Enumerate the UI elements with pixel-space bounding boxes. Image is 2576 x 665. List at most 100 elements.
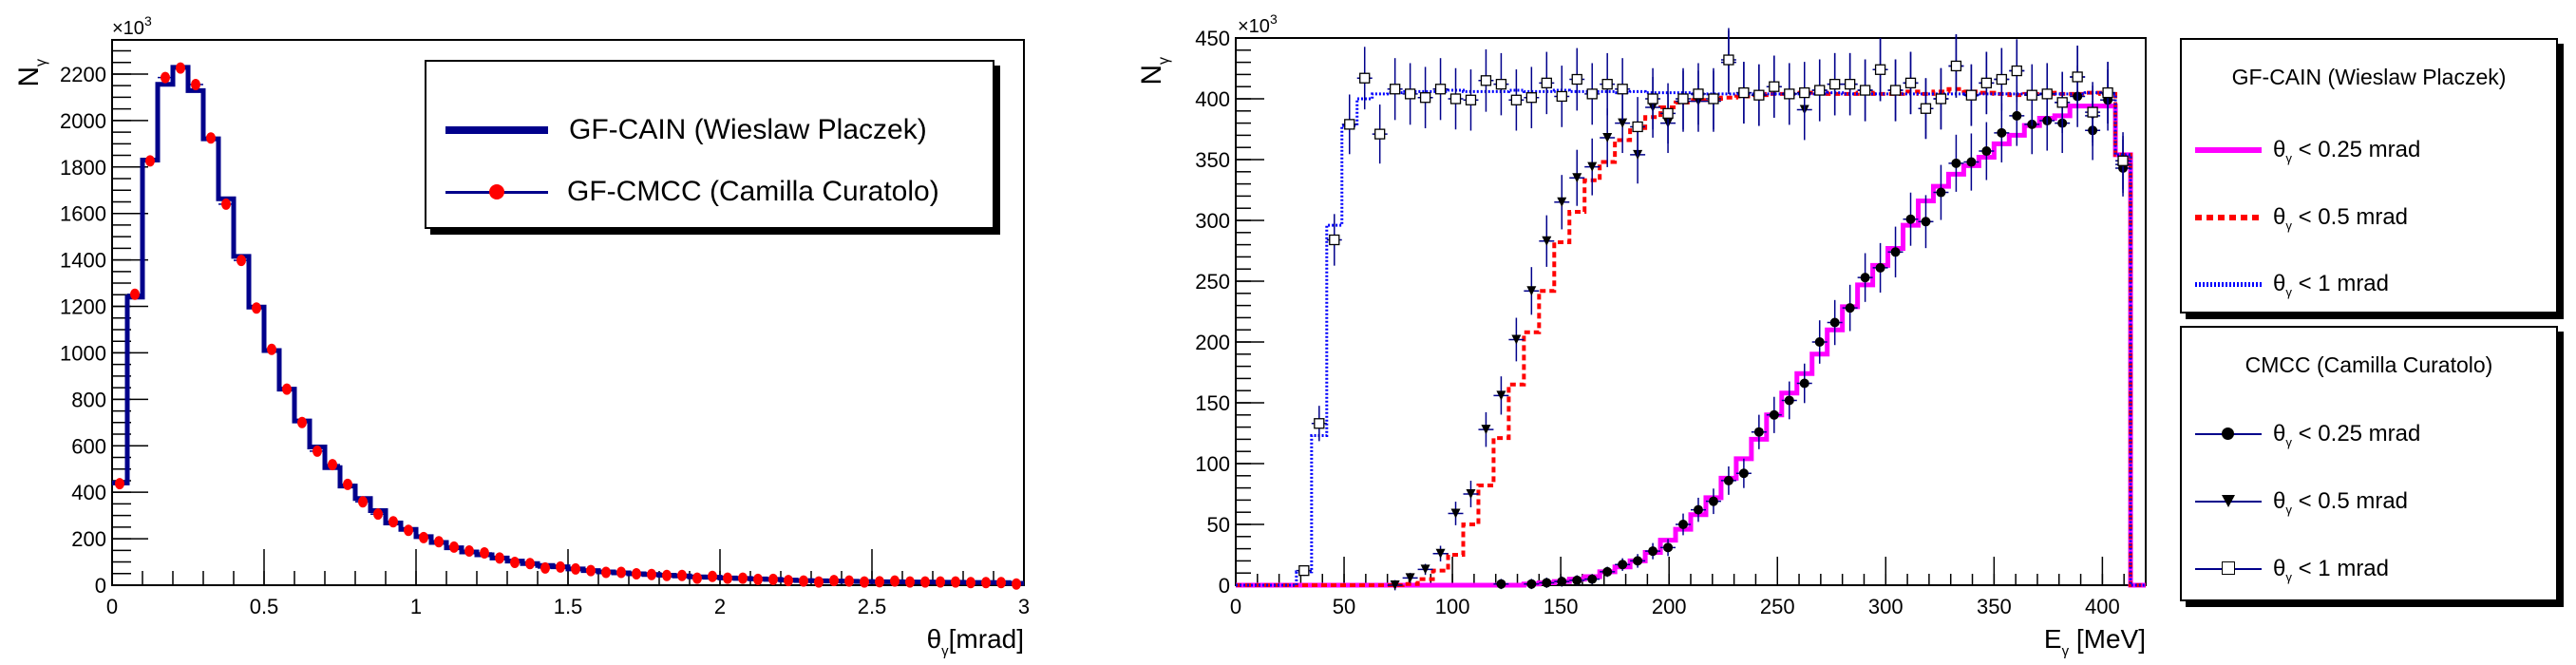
data-point [446,541,462,553]
red-circle-marker [419,531,428,543]
legend-label: θγ < 0.5 mrad [2273,488,2409,517]
red-circle-marker [951,576,960,588]
red-circle-marker [282,383,292,395]
black-circle-marker [1753,427,1764,437]
data-point [1979,122,1995,180]
data-point [1524,579,1540,590]
data-point [203,132,218,144]
red-circle-marker [510,557,520,569]
open-square-marker [1586,88,1598,100]
red-circle-marker [860,576,869,588]
data-point [1539,51,1555,115]
x-axis-label-main: θ [927,624,942,654]
open-square-marker [1495,78,1507,90]
y-tick-label: 200 [1195,331,1230,354]
data-point [1994,48,2010,111]
data-point [1554,66,1570,127]
open-square-marker [1889,85,1902,96]
x-axis-label-sub: γ [941,643,949,659]
x-tick-label: 0.5 [250,595,279,618]
y-multiplier: ×103 [112,13,152,39]
black-circle-marker [1678,520,1689,529]
open-square-marker [2011,65,2022,77]
black-circle-marker [1921,217,1931,227]
black-circle-marker [1890,247,1901,257]
black-triangle-marker [1496,390,1506,401]
legend-label: θγ < 1 mrad [2273,271,2389,299]
red-circle-marker [556,560,565,573]
data-point [2024,64,2040,126]
data-point [872,576,887,588]
red-circle-marker [753,573,763,585]
y-tick-label: 400 [71,481,106,504]
data-point [1600,52,1616,116]
line-with-square-icon [2195,561,2262,575]
open-square-marker [1359,72,1371,84]
legend-entry-cmcc-1: θγ < 1 mrad [2182,550,2556,588]
red-circle-marker [738,572,748,584]
black-triangle-marker [1542,236,1552,246]
open-square-marker [1541,77,1552,89]
y-tick-label: 1200 [60,295,106,319]
data-point [1720,28,1736,92]
legend-label: θγ < 0.25 mrad [2273,137,2421,165]
open-square-marker [1404,88,1416,100]
red-circle-marker [525,558,535,570]
black-triangle-marker [1618,118,1628,128]
data-point [842,575,857,587]
y-tick-label: 800 [71,388,106,411]
data-point [340,478,355,490]
data-point [1508,69,1525,131]
data-point [431,536,446,548]
data-point [978,577,994,589]
histogram-series-1 [1236,86,2146,587]
red-circle-marker [267,343,276,355]
data-point [887,575,902,587]
red-circle-marker [1012,578,1021,590]
data-point [766,573,781,585]
black-circle-marker [1587,574,1598,584]
data-point [1584,574,1601,584]
open-square-marker [1874,64,1886,75]
right-legend-gf-cain: GF-CAIN (Wieslaw Placzek) θγ < 0.25 mrad… [2180,38,2558,314]
black-circle-marker [1936,187,1946,198]
line-with-triangle-icon [2195,495,2262,507]
data-point [401,524,416,537]
y-axis-label-main: N [1136,65,1167,86]
black-circle-marker-icon [2222,428,2234,440]
data-point [1918,195,1934,249]
open-square-marker [1632,121,1643,133]
open-square-marker [1525,92,1537,104]
red-circle-marker [799,575,808,587]
data-point [1326,214,1342,266]
black-circle-marker [1663,542,1674,553]
data-point [1751,64,1767,126]
black-triangle-marker [1587,162,1598,172]
black-triangle-marker [1420,564,1430,575]
data-point [614,566,629,579]
data-point [690,572,705,584]
data-point [1933,164,1949,220]
data-point [1645,542,1661,560]
red-circle-marker [814,576,824,588]
data-point [1948,134,1964,192]
data-point [1766,396,1782,433]
data-point [1887,226,1904,277]
x-tick-label: 150 [1544,595,1579,618]
red-circle-marker [677,569,687,581]
black-circle-marker [1557,577,1567,587]
red-dashed-line-icon [2195,215,2262,220]
x-tick-label: 400 [2085,595,2120,618]
black-circle-marker [1542,578,1552,588]
data-point [1827,299,1843,346]
data-point [598,566,614,579]
red-circle-marker-icon [489,183,504,200]
black-circle-marker [1784,395,1794,406]
data-point [1630,97,1646,157]
y-tick-label: 2200 [60,63,106,86]
data-point [1751,414,1767,449]
open-square-marker [1738,86,1750,99]
data-point [1600,108,1616,167]
red-circle-marker [586,564,596,577]
